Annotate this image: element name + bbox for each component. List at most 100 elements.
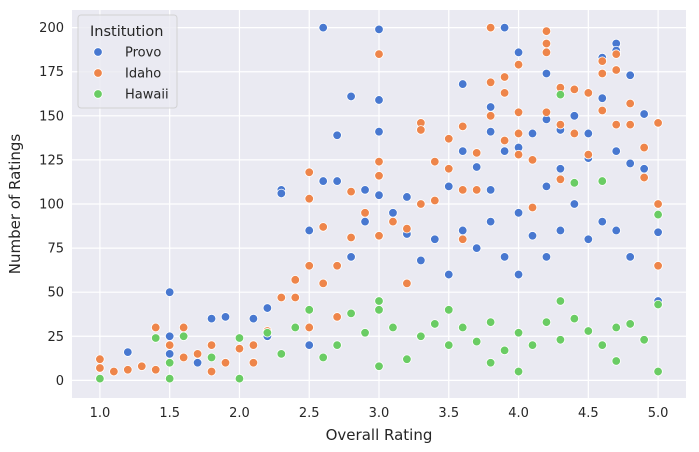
data-point-hawaii (597, 176, 607, 186)
data-point-idaho (527, 155, 538, 165)
data-point-provo (444, 181, 454, 192)
data-point-idaho (569, 128, 580, 139)
data-point-idaho (220, 358, 231, 368)
data-point-idaho (513, 59, 524, 70)
data-point-provo (569, 199, 580, 209)
legend: Institution Provo Idaho Hawaii (77, 14, 178, 109)
data-point-provo (499, 146, 510, 156)
data-point-provo (304, 225, 314, 236)
data-point-hawaii (653, 366, 663, 377)
data-point-idaho (374, 231, 384, 241)
data-point-idaho (527, 202, 538, 213)
data-point-idaho (234, 343, 245, 354)
data-point-provo (346, 252, 356, 262)
data-point-idaho (304, 167, 314, 177)
data-point-idaho (388, 216, 398, 227)
data-point-idaho (123, 365, 133, 375)
data-point-provo (164, 331, 175, 341)
data-point-provo (123, 347, 133, 357)
data-point-idaho (555, 174, 566, 185)
data-point-hawaii (499, 345, 510, 356)
data-point-idaho (248, 358, 259, 368)
x-tick-labels: 1.0 1.5 2.0 2.5 3.0 3.5 4.0 4.5 5.0 (90, 406, 669, 421)
data-point-provo (625, 158, 635, 169)
data-point-provo (471, 162, 482, 172)
data-point-provo (304, 340, 314, 350)
data-point-provo (541, 181, 552, 192)
data-point-provo (458, 225, 468, 236)
data-point-idaho (583, 88, 594, 98)
x-tick-label: 3.5 (438, 406, 459, 421)
data-point-idaho (151, 322, 161, 333)
data-point-provo (248, 313, 259, 324)
data-point-idaho (164, 340, 175, 350)
legend-label-provo: Provo (125, 46, 161, 61)
data-point-provo (499, 252, 510, 262)
data-point-hawaii (234, 333, 245, 343)
x-tick-label: 4.5 (578, 406, 599, 421)
data-point-idaho (178, 322, 189, 333)
data-point-provo (360, 185, 370, 195)
data-point-idaho (109, 366, 119, 377)
data-point-idaho (374, 156, 384, 167)
data-point-provo (402, 192, 412, 202)
data-point-provo (485, 126, 496, 137)
data-point-hawaii (458, 322, 468, 333)
data-point-idaho (192, 349, 203, 359)
data-point-hawaii (318, 352, 328, 363)
data-point-hawaii (611, 322, 621, 333)
data-point-idaho (597, 68, 607, 79)
x-tick-label: 1.0 (90, 406, 111, 421)
data-point-provo (625, 252, 635, 262)
data-point-idaho (318, 278, 328, 289)
data-point-hawaii (95, 373, 105, 384)
data-point-idaho (346, 186, 356, 197)
data-point-provo (541, 68, 552, 79)
data-point-provo (513, 269, 524, 280)
y-tick-label: 75 (47, 242, 64, 257)
data-point-provo (332, 176, 342, 186)
data-point-hawaii (485, 317, 496, 327)
data-point-provo (485, 102, 496, 112)
data-point-provo (388, 208, 398, 218)
data-point-hawaii (639, 335, 649, 345)
data-point-provo (611, 225, 621, 236)
data-point-provo (625, 70, 635, 80)
data-point-hawaii (290, 322, 300, 333)
data-point-idaho (569, 84, 580, 95)
data-point-hawaii (485, 358, 496, 368)
data-point-idaho (444, 134, 454, 144)
data-point-provo (164, 349, 175, 359)
data-point-idaho (485, 77, 496, 88)
data-point-hawaii (234, 373, 245, 384)
data-point-idaho (611, 119, 621, 130)
data-point-hawaii (569, 313, 580, 324)
data-point-provo (499, 22, 510, 33)
data-point-idaho (458, 234, 468, 244)
y-tick-label: 50 (47, 286, 64, 301)
data-point-idaho (458, 185, 468, 195)
data-point-idaho (541, 47, 552, 58)
data-point-provo (374, 126, 384, 137)
data-point-hawaii (346, 308, 356, 319)
data-point-hawaii (402, 354, 412, 364)
data-point-idaho (206, 340, 217, 350)
data-point-provo (374, 190, 384, 200)
data-point-idaho (290, 292, 300, 303)
data-point-idaho (458, 121, 468, 132)
data-point-provo (374, 95, 384, 105)
data-point-idaho (513, 107, 524, 117)
x-tick-label: 2.0 (229, 406, 250, 421)
data-point-provo (318, 22, 328, 33)
data-point-idaho (444, 164, 454, 174)
data-points (95, 22, 663, 384)
data-point-idaho (471, 148, 482, 158)
data-point-idaho (360, 208, 370, 218)
data-point-provo (318, 176, 328, 186)
data-point-idaho (625, 119, 635, 130)
y-tick-label: 175 (39, 65, 64, 80)
data-point-hawaii (555, 335, 566, 345)
data-point-idaho (332, 312, 342, 322)
data-point-hawaii (513, 366, 524, 377)
data-point-hawaii (527, 340, 538, 350)
